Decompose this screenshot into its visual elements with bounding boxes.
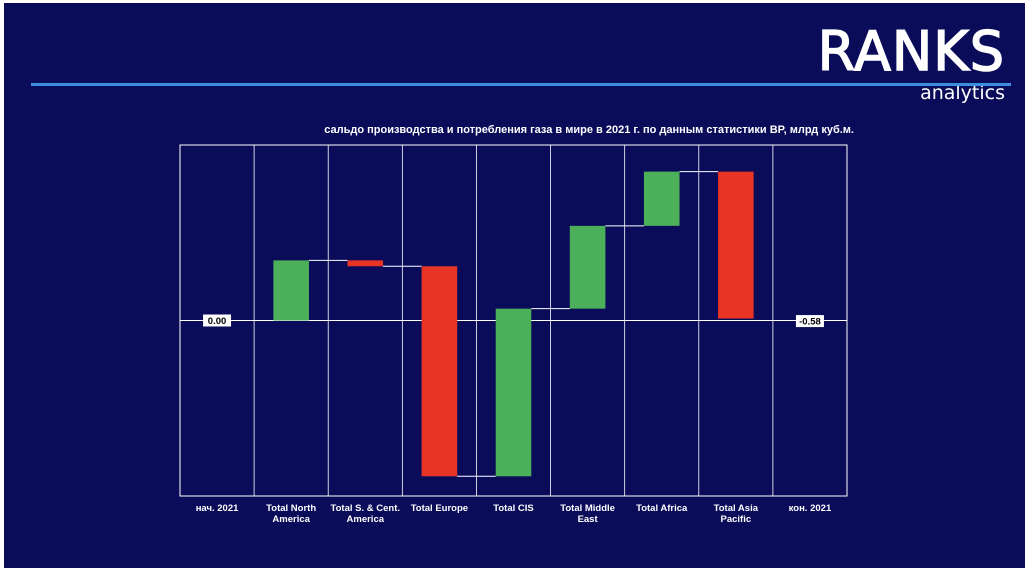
bar-decrease — [718, 171, 754, 319]
x-tick-label: Total Middle East — [560, 503, 615, 525]
header-divider — [31, 83, 1011, 86]
ranks-logo: RANKS analytics — [817, 20, 1005, 104]
chart-title: сальдо производства и потребления газа в… — [324, 124, 854, 136]
total-data-label: -0.58 — [799, 317, 821, 328]
x-tick-label: Total North America — [266, 503, 316, 525]
slide: RANKS analytics сальдо производства и по… — [4, 3, 1025, 568]
x-tick-label: кон. 2021 — [789, 503, 832, 514]
bar-decrease — [421, 266, 458, 477]
total-data-label: 0.00 — [208, 316, 227, 327]
x-tick-label: Total CIS — [493, 503, 533, 514]
bar-increase — [273, 260, 309, 321]
x-tick-label: нач. 2021 — [196, 503, 239, 514]
x-tick-label: Total Africa — [636, 503, 688, 514]
logo-wordmark: RANKS — [817, 20, 1005, 83]
bar-increase — [495, 308, 532, 477]
x-tick-label: Total S. & Cent. America — [331, 503, 401, 525]
x-tick-label: Total Asia Pacific — [714, 503, 759, 525]
waterfall-chart: 0.00 -0.58 нач. 2021 Total North America Tota… — [179, 144, 848, 525]
bar-increase — [569, 225, 606, 309]
bar-increase — [643, 171, 680, 226]
x-tick-label: Total Europe — [411, 503, 468, 514]
total-label-box — [795, 315, 824, 328]
bar-decrease — [347, 260, 384, 267]
logo-tagline: analytics — [920, 82, 1005, 104]
total-label-box — [203, 314, 232, 327]
